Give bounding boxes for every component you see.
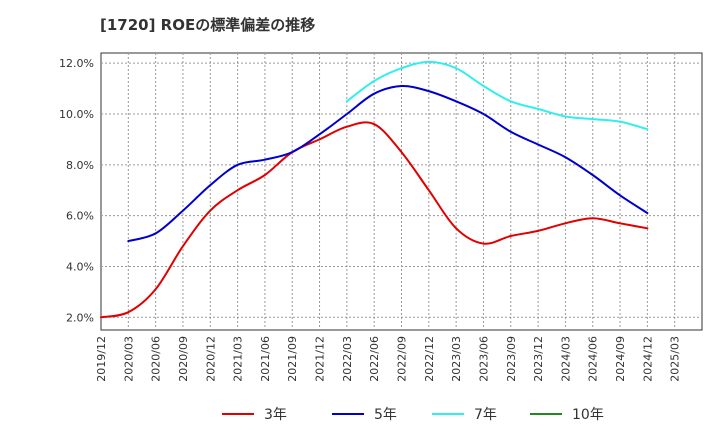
y-tick-label: 12.0% [59, 57, 94, 70]
x-tick-label: 2020/03 [122, 336, 135, 382]
x-tick-label: 2019/12 [95, 336, 108, 382]
grid-lines [101, 53, 702, 330]
x-tick-label: 2024/03 [559, 336, 572, 382]
chart-title: [1720] ROEの標準偏差の推移 [100, 16, 316, 34]
y-tick-label: 6.0% [66, 210, 94, 223]
y-tick-label: 8.0% [66, 159, 94, 172]
legend-label: 10年 [572, 407, 604, 423]
x-tick-label: 2022/12 [423, 336, 436, 382]
x-tick-label: 2023/03 [450, 336, 463, 382]
legend: 3年 5年 7年 10年 [222, 407, 604, 423]
series-lines [100, 60, 649, 319]
legend-label: 3年 [264, 407, 287, 423]
x-tick-label: 2022/06 [368, 336, 381, 382]
y-tick-label: 4.0% [66, 260, 94, 273]
legend-label: 5年 [374, 407, 397, 423]
series-line-2 [345, 60, 649, 131]
x-tick-label: 2024/06 [587, 336, 600, 382]
x-tick-label: 2021/03 [232, 336, 245, 382]
x-tick-label: 2020/12 [204, 336, 217, 382]
legend-label: 7年 [474, 407, 497, 423]
plot-area [100, 52, 703, 331]
x-tick-label: 2020/09 [177, 336, 190, 382]
x-tick-label: 2021/12 [314, 336, 327, 382]
x-tick-label: 2023/12 [532, 336, 545, 382]
x-tick-label: 2021/06 [259, 336, 272, 382]
y-axis-tick-labels: 2.0% 4.0% 6.0% 8.0% 10.0% 12.0% [59, 57, 94, 324]
y-tick-label: 2.0% [66, 311, 94, 324]
series-line-0 [100, 121, 649, 319]
x-tick-label: 2023/06 [477, 336, 490, 382]
x-tick-label: 2024/09 [614, 336, 627, 382]
x-tick-label: 2025/03 [669, 336, 682, 382]
x-tick-label: 2022/09 [396, 336, 409, 382]
x-axis-tick-labels: 2019/12 2020/03 2020/06 2020/09 2020/12 2021/… [95, 336, 682, 382]
series-line-1 [127, 84, 649, 243]
x-tick-label: 2021/09 [286, 336, 299, 382]
x-tick-label: 2023/09 [505, 336, 518, 382]
y-tick-label: 10.0% [59, 108, 94, 121]
x-tick-label: 2022/03 [341, 336, 354, 382]
x-tick-label: 2024/12 [641, 336, 654, 382]
x-tick-label: 2020/06 [150, 336, 163, 382]
